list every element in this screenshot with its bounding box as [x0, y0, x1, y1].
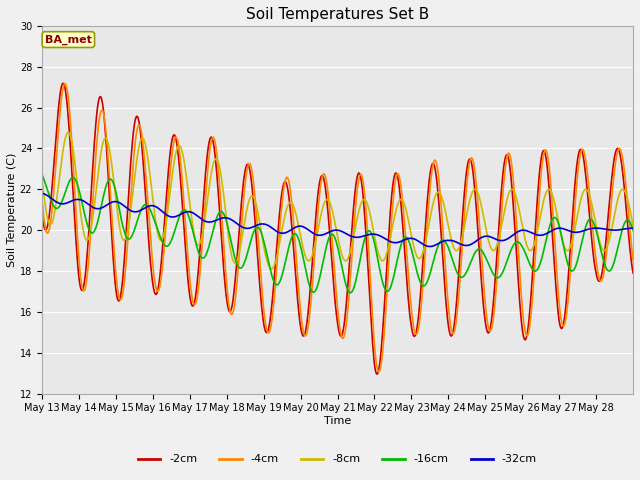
X-axis label: Time: Time: [324, 416, 351, 426]
Title: Soil Temperatures Set B: Soil Temperatures Set B: [246, 7, 429, 22]
Y-axis label: Soil Temperature (C): Soil Temperature (C): [7, 153, 17, 267]
Text: BA_met: BA_met: [45, 35, 92, 45]
Legend: -2cm, -4cm, -8cm, -16cm, -32cm: -2cm, -4cm, -8cm, -16cm, -32cm: [134, 450, 541, 469]
